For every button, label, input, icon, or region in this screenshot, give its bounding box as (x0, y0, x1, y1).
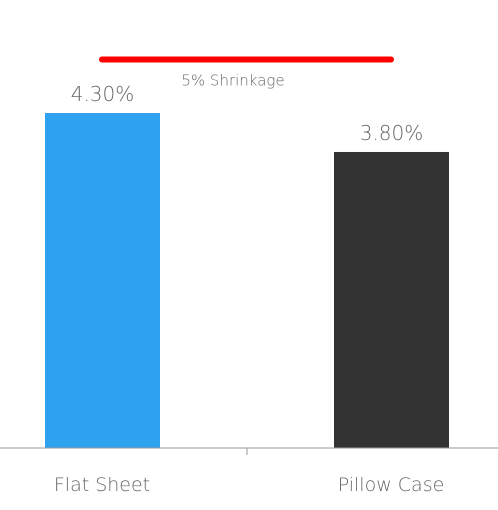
category-label-flat-sheet: Flat Sheet (54, 474, 150, 496)
bar-pillow-case (334, 151, 449, 449)
value-label-pillow-case: 3.80% (360, 121, 424, 145)
shrinkage-limit-label: 5% Shrinkage (181, 72, 284, 90)
category-label-pillow-case: Pillow Case (338, 474, 445, 496)
value-label-flat-sheet: 4.30% (71, 82, 135, 106)
bar-flat-sheet (45, 113, 160, 448)
